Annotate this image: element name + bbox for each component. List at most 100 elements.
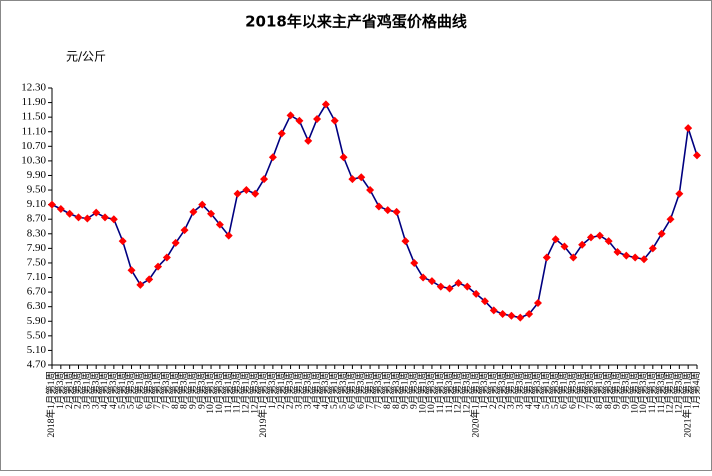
x-tick-label: 9月第3周: [195, 371, 207, 409]
x-tick-label: 8月第3周: [602, 371, 614, 409]
y-tick-label: 7.10: [27, 271, 47, 283]
y-tick-label: 8.30: [27, 227, 47, 239]
marker: [321, 100, 330, 109]
marker: [198, 200, 207, 209]
y-tick-label: 7.50: [27, 256, 47, 268]
marker: [65, 209, 74, 218]
marker: [180, 226, 189, 235]
y-tick-label: 12.30: [21, 82, 46, 94]
y-tick-label: 6.30: [27, 300, 47, 312]
x-tick-label: 2月第3周: [72, 371, 84, 409]
x-tick-label: 5月第1周: [328, 371, 340, 409]
marker: [74, 213, 83, 222]
marker: [118, 237, 127, 246]
x-tick-label: 4月第1周: [522, 371, 534, 409]
marker: [83, 214, 92, 223]
x-tick-label: 10月第3周: [425, 371, 437, 414]
marker: [401, 237, 410, 246]
marker: [92, 208, 101, 217]
x-tick-label: 3月第3周: [89, 371, 101, 409]
marker: [56, 205, 65, 214]
x-tick-label: 11月第3周: [443, 371, 455, 413]
marker: [648, 244, 657, 253]
x-tick-label: 2021年1月第1周: [681, 371, 693, 438]
marker: [242, 186, 251, 195]
marker: [260, 175, 269, 184]
x-tick-label: 5月第3周: [549, 371, 561, 409]
marker: [109, 215, 118, 224]
marker: [693, 151, 701, 160]
x-tick-label: 8月第3周: [390, 371, 402, 409]
x-tick-label: 11月第3周: [231, 371, 243, 413]
x-tick-label: 11月第1周: [646, 371, 658, 413]
marker: [127, 266, 136, 275]
x-tick-label: 8月第1周: [593, 371, 605, 409]
x-tick-label: 5月第1周: [540, 371, 552, 409]
marker: [604, 237, 613, 246]
x-tick-label: 8月第1周: [381, 371, 393, 409]
marker: [657, 229, 666, 238]
marker: [613, 248, 622, 257]
y-tick-label: 7.90: [27, 242, 47, 254]
marker: [162, 253, 171, 262]
marker: [224, 231, 233, 240]
marker: [295, 116, 304, 125]
x-tick-label: 4月第3周: [319, 371, 331, 409]
x-tick-label: 6月第1周: [558, 371, 570, 409]
x-tick-label: 11月第1周: [434, 371, 446, 413]
marker: [551, 235, 560, 244]
marker: [419, 273, 428, 282]
x-tick-label: 7月第1周: [363, 371, 375, 409]
marker: [277, 129, 286, 138]
marker: [48, 200, 56, 209]
y-tick-label: 9.90: [27, 169, 47, 181]
y-tick-label: 6.70: [27, 286, 47, 298]
x-tick-label: 8月第3周: [178, 371, 190, 409]
x-tick-label: 3月第1周: [505, 371, 517, 409]
x-tick-label: 7月第1周: [575, 371, 587, 409]
marker: [542, 253, 551, 262]
marker: [639, 255, 648, 264]
y-tick-label: 5.10: [27, 344, 47, 356]
y-axis-unit: 元/公斤: [66, 50, 106, 64]
x-tick-label: 4月第3周: [107, 371, 119, 409]
x-tick-label: 4月第3周: [531, 371, 543, 409]
marker: [472, 289, 481, 298]
marker: [313, 114, 322, 123]
marker: [595, 231, 604, 240]
marker: [533, 299, 542, 308]
x-tick-label: 12月第3周: [673, 371, 685, 414]
x-tick-label: 1月第3周: [478, 371, 490, 409]
x-tick-label: 6月第3周: [354, 371, 366, 409]
marker: [586, 233, 595, 242]
x-tick-label: 9月第3周: [407, 371, 419, 409]
marker: [374, 202, 383, 211]
marker: [339, 153, 348, 162]
y-tick-label: 11.50: [22, 111, 47, 123]
marker: [410, 258, 419, 267]
x-tick-label: 11月第1周: [222, 371, 234, 413]
x-tick-label: 1月第4周: [690, 371, 702, 409]
x-tick-label: 1月第3周: [266, 371, 278, 409]
marker: [507, 311, 516, 320]
marker: [525, 309, 534, 318]
marker: [622, 251, 631, 260]
x-tick-label: 3月第3周: [513, 371, 525, 409]
marker: [171, 238, 180, 247]
marker: [233, 189, 242, 198]
y-tick-label: 4.70: [27, 359, 47, 371]
marker: [445, 284, 454, 293]
y-tick-label: 5.90: [27, 315, 47, 327]
marker: [268, 153, 277, 162]
y-tick-label: 10.30: [21, 154, 46, 166]
x-tick-label: 2020年1月第1周: [469, 371, 481, 438]
marker: [569, 253, 578, 262]
x-tick-label: 3月第1周: [81, 371, 93, 409]
x-tick-label: 9月第1周: [399, 371, 411, 409]
y-tick-label: 11.10: [22, 125, 47, 137]
x-tick-label: 12月第1周: [452, 371, 464, 414]
x-tick-label: 10月第1周: [628, 371, 640, 414]
x-tick-label: 10月第3周: [637, 371, 649, 414]
x-tick-label: 2月第1周: [487, 371, 499, 409]
